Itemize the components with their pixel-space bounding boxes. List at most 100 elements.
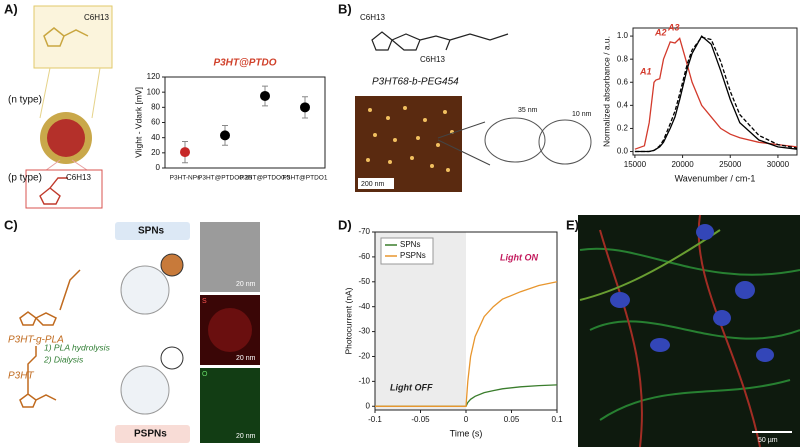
y-tick-label: 0.4 xyxy=(617,100,629,109)
flask xyxy=(120,365,170,415)
y-tick-label: 0.6 xyxy=(617,77,629,86)
legend-box xyxy=(380,237,434,265)
annotation: Light OFF xyxy=(390,382,433,392)
micelle xyxy=(538,119,592,165)
x-axis-label: Wavenumber / cm-1 xyxy=(675,173,756,183)
y-tick-label: 0.0 xyxy=(617,147,629,156)
step: 2) Dialysis xyxy=(43,354,84,364)
y-axis-label: Normalized absorbance / a.u. xyxy=(601,36,611,147)
panel-label: B) xyxy=(338,1,352,16)
y-tick-label: -10 xyxy=(358,376,370,385)
y-axis-label: Vlight - Vdark [mV] xyxy=(133,87,143,158)
x-axis-label: Time (s) xyxy=(450,428,483,438)
line xyxy=(634,35,798,153)
panel-label: A) xyxy=(4,1,18,16)
legend-label: SPNs xyxy=(400,240,420,249)
label: (n type) xyxy=(8,95,42,106)
annotation: A2 xyxy=(654,27,667,37)
y-tick-label: 0.2 xyxy=(617,124,629,133)
y-tick-label: -50 xyxy=(358,277,370,286)
point xyxy=(260,90,270,101)
y-tick-label: 20 xyxy=(151,148,160,157)
eds-signal xyxy=(208,308,252,352)
line xyxy=(375,281,558,407)
annotation: A3 xyxy=(667,22,680,32)
point xyxy=(300,102,310,113)
channel: S xyxy=(202,298,207,305)
structure xyxy=(371,31,509,51)
annotation: A1 xyxy=(639,66,652,76)
line xyxy=(634,37,798,150)
x-tick-label: P3HT-NPs xyxy=(170,175,201,182)
micelle xyxy=(484,117,546,163)
scale-bar: 20 nm xyxy=(236,433,256,440)
scale-bar: 200 nm xyxy=(361,181,385,188)
magnifier xyxy=(160,346,184,370)
step: 1) PLA hydrolysis xyxy=(44,342,111,352)
structure xyxy=(19,269,81,408)
y-tick-label: -60 xyxy=(358,252,370,261)
flask xyxy=(120,265,170,315)
x-tick-label: 25000 xyxy=(719,160,742,169)
x-tick-label: -0.05 xyxy=(411,415,430,424)
scale-bar: 20 nm xyxy=(236,355,256,362)
substituent: C6H13 xyxy=(84,13,109,22)
polymer-name: P3HT68-b-PEG454 xyxy=(372,77,459,88)
afm-dots xyxy=(366,106,454,172)
structure xyxy=(39,177,68,205)
channel: O xyxy=(202,371,208,378)
substituent: C6H13 xyxy=(66,173,91,182)
zoom-line xyxy=(437,121,491,166)
y-tick-label: 40 xyxy=(151,133,160,142)
annotation: Light ON xyxy=(500,252,538,262)
x-tick-label: 30000 xyxy=(767,160,790,169)
substituent: C6H13 xyxy=(360,13,385,22)
eds-o-image xyxy=(200,368,260,443)
scale-bar: 50 µm xyxy=(758,437,778,444)
line xyxy=(634,36,798,153)
structure-box xyxy=(25,169,103,209)
label-box xyxy=(115,425,190,443)
x-tick-label: 0.05 xyxy=(504,415,520,424)
x-tick-label: 20000 xyxy=(671,160,694,169)
polymer-name: P3HT xyxy=(8,371,34,382)
label: PSPNs xyxy=(134,429,167,440)
polymer-name: P3HT-g-PLA xyxy=(8,335,64,346)
panel-label: E) xyxy=(566,217,579,232)
x-tick-label: P3HT@PTDO0.25 xyxy=(198,175,252,182)
legend-label: PSPNs xyxy=(400,251,426,260)
y-tick-label: 120 xyxy=(147,72,161,81)
structure-box xyxy=(33,5,113,69)
nuclei xyxy=(610,224,774,362)
y-tick-label: 0 xyxy=(156,163,161,172)
dimension: 10 nm xyxy=(572,111,592,118)
point xyxy=(180,147,190,158)
y-tick-label: 1.0 xyxy=(617,31,629,40)
chart-title: P3HT@PTDO xyxy=(213,58,276,69)
x-tick-label: 15000 xyxy=(624,160,647,169)
panel-label: C) xyxy=(4,217,18,232)
y-axis-label: Photocurrent (nA) xyxy=(343,287,353,354)
y-tick-label: -20 xyxy=(358,352,370,361)
panel-label: D) xyxy=(338,217,352,232)
y-tick-label: -30 xyxy=(358,327,370,336)
x-tick-label: P3HT@PTDO1 xyxy=(283,175,328,182)
x-tick-label: 0 xyxy=(464,415,469,424)
y-tick-label: 60 xyxy=(151,118,160,127)
dimension: 35 nm xyxy=(518,107,538,114)
y-tick-label: 0.8 xyxy=(617,54,629,63)
structure xyxy=(43,27,89,47)
y-tick-label: -40 xyxy=(358,302,370,311)
zoom-line xyxy=(39,67,101,119)
y-tick-label: -70 xyxy=(358,227,370,236)
microscopy-fibers xyxy=(579,214,800,447)
label: SPNs xyxy=(138,226,165,237)
plot-frame xyxy=(632,27,798,156)
magnifier xyxy=(160,253,184,277)
x-tick-label: 0.1 xyxy=(551,415,563,424)
label-box xyxy=(115,222,190,240)
substituent: C6H13 xyxy=(420,55,445,64)
y-tick-label: 0 xyxy=(366,401,371,410)
tem-image xyxy=(200,222,260,292)
